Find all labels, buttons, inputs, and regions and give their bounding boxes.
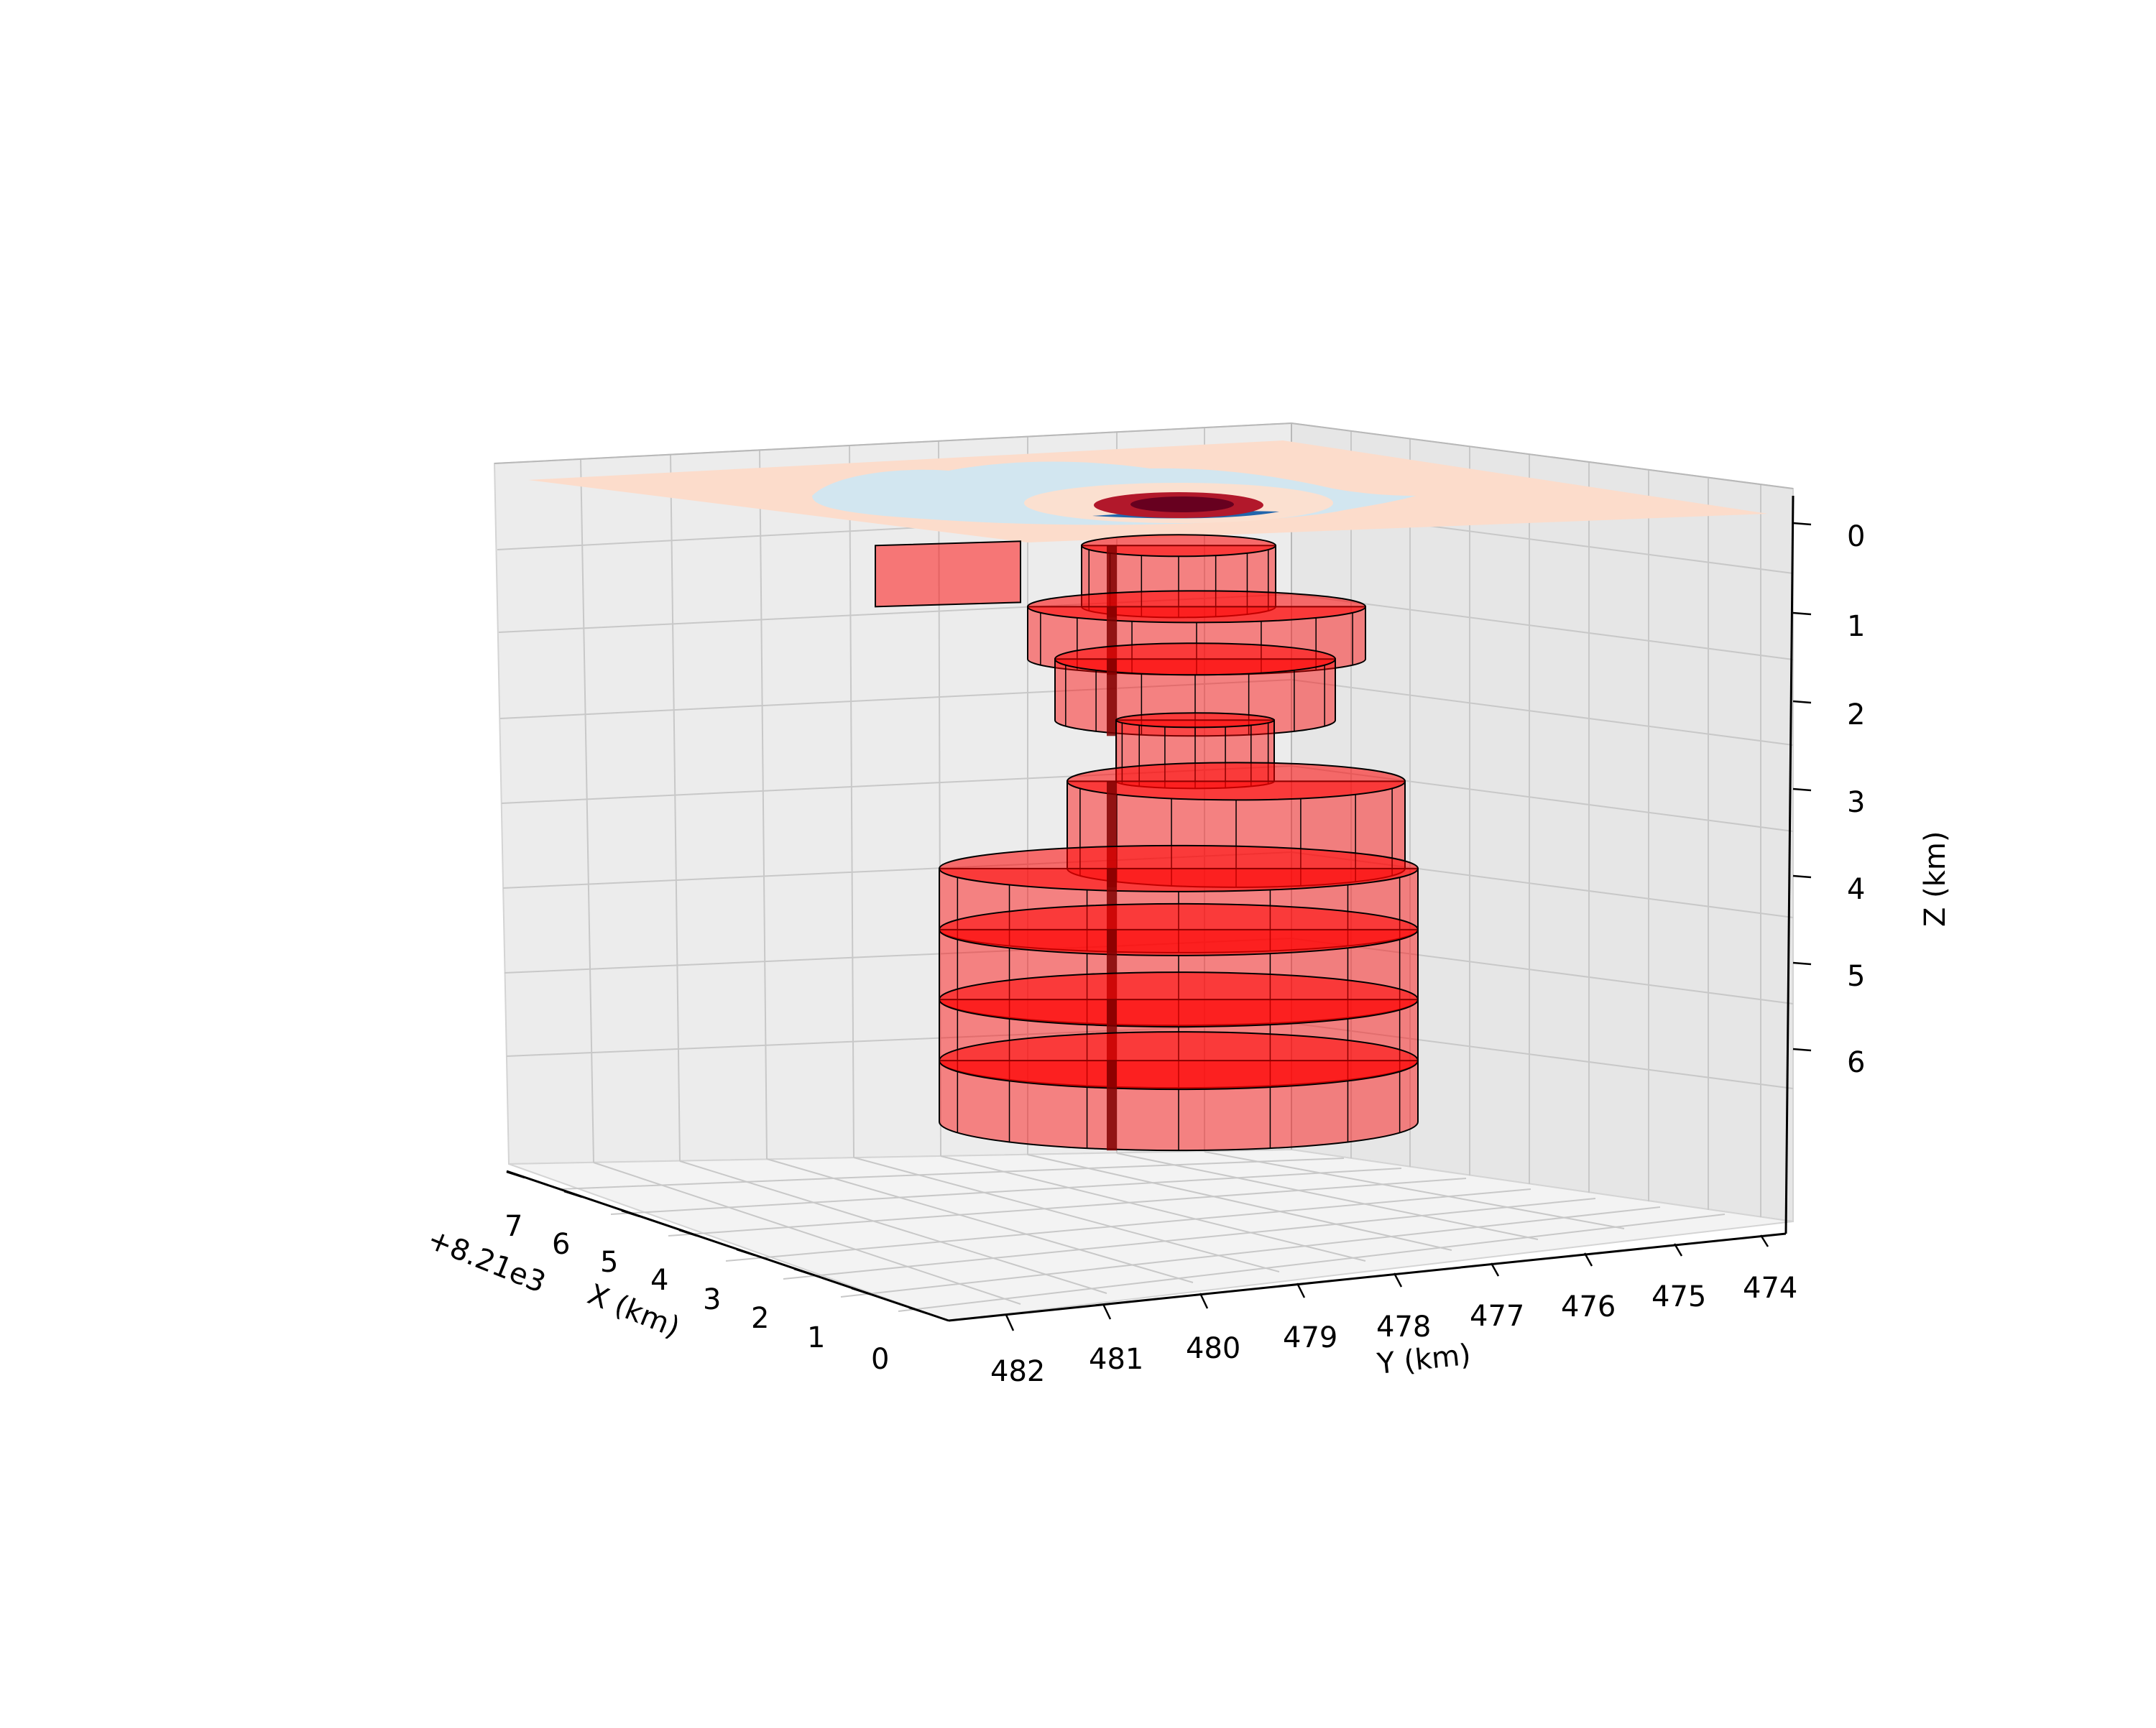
y-tick-label: 477 <box>1470 1300 1524 1333</box>
prisms-layer <box>875 534 1419 1152</box>
prism-top <box>1115 712 1275 729</box>
x-tick-labels: 0 1 2 3 4 5 6 7 <box>505 1210 889 1376</box>
prism-top <box>939 902 1419 956</box>
z-tick-label: 0 <box>1847 520 1865 553</box>
x-tick-label: 0 <box>871 1343 889 1376</box>
x-tick-label: 2 <box>751 1302 769 1335</box>
y-axis-line <box>948 1232 1787 1322</box>
z-tick-labels: 0 1 2 3 4 5 6 <box>1847 520 1865 1079</box>
prism-tab <box>875 540 1021 608</box>
y-tick-labels: 482 481 480 479 478 477 476 475 474 <box>990 1272 1797 1388</box>
z-axis-line <box>1784 495 1795 1234</box>
x-tick-label: 3 <box>703 1283 721 1316</box>
x-tick-label: 6 <box>552 1228 570 1261</box>
prism-top <box>1054 642 1336 676</box>
z-tick-label: 2 <box>1847 698 1865 731</box>
y-tick-label: 482 <box>990 1355 1045 1388</box>
prism <box>939 1031 1419 1152</box>
y-tick-label: 480 <box>1186 1332 1240 1365</box>
x-tick-label: 1 <box>807 1321 825 1354</box>
x-tick-label: 4 <box>650 1264 668 1297</box>
prism-top <box>1027 590 1366 624</box>
x-axis-offset-text: +8.21e3 <box>423 1223 550 1300</box>
floor-pane <box>508 1148 1794 1322</box>
z-tick-label: 1 <box>1847 610 1865 643</box>
y-tick-label: 479 <box>1283 1321 1337 1354</box>
prism-top <box>1067 762 1406 801</box>
z-axis-label: Z (km) <box>1919 831 1952 927</box>
z-tick-label: 3 <box>1847 786 1865 819</box>
prism-dark-edge <box>1107 1061 1117 1151</box>
x-axis-label: X (km) <box>583 1278 684 1345</box>
surface-plane <box>528 440 1768 542</box>
z-tick-label: 5 <box>1847 960 1865 993</box>
z-tick-label: 4 <box>1847 873 1865 906</box>
z-tick-label: 6 <box>1847 1046 1865 1079</box>
x-tick-label: 7 <box>505 1210 522 1243</box>
y-tick-label: 475 <box>1651 1280 1706 1313</box>
prism-top <box>939 844 1419 892</box>
surface-anomaly-inner <box>1130 496 1234 512</box>
y-tick-label: 481 <box>1089 1343 1143 1376</box>
x-tick-label: 5 <box>600 1246 618 1279</box>
prism-dark-edge <box>1107 659 1117 736</box>
prism-top <box>939 971 1419 1028</box>
y-tick-label: 478 <box>1376 1311 1431 1344</box>
y-tick-label: 474 <box>1743 1272 1797 1305</box>
prism-top <box>939 1031 1419 1091</box>
tick-marks <box>506 522 1812 1331</box>
y-tick-label: 476 <box>1561 1290 1616 1323</box>
y-axis-label: Y (km) <box>1375 1339 1473 1381</box>
